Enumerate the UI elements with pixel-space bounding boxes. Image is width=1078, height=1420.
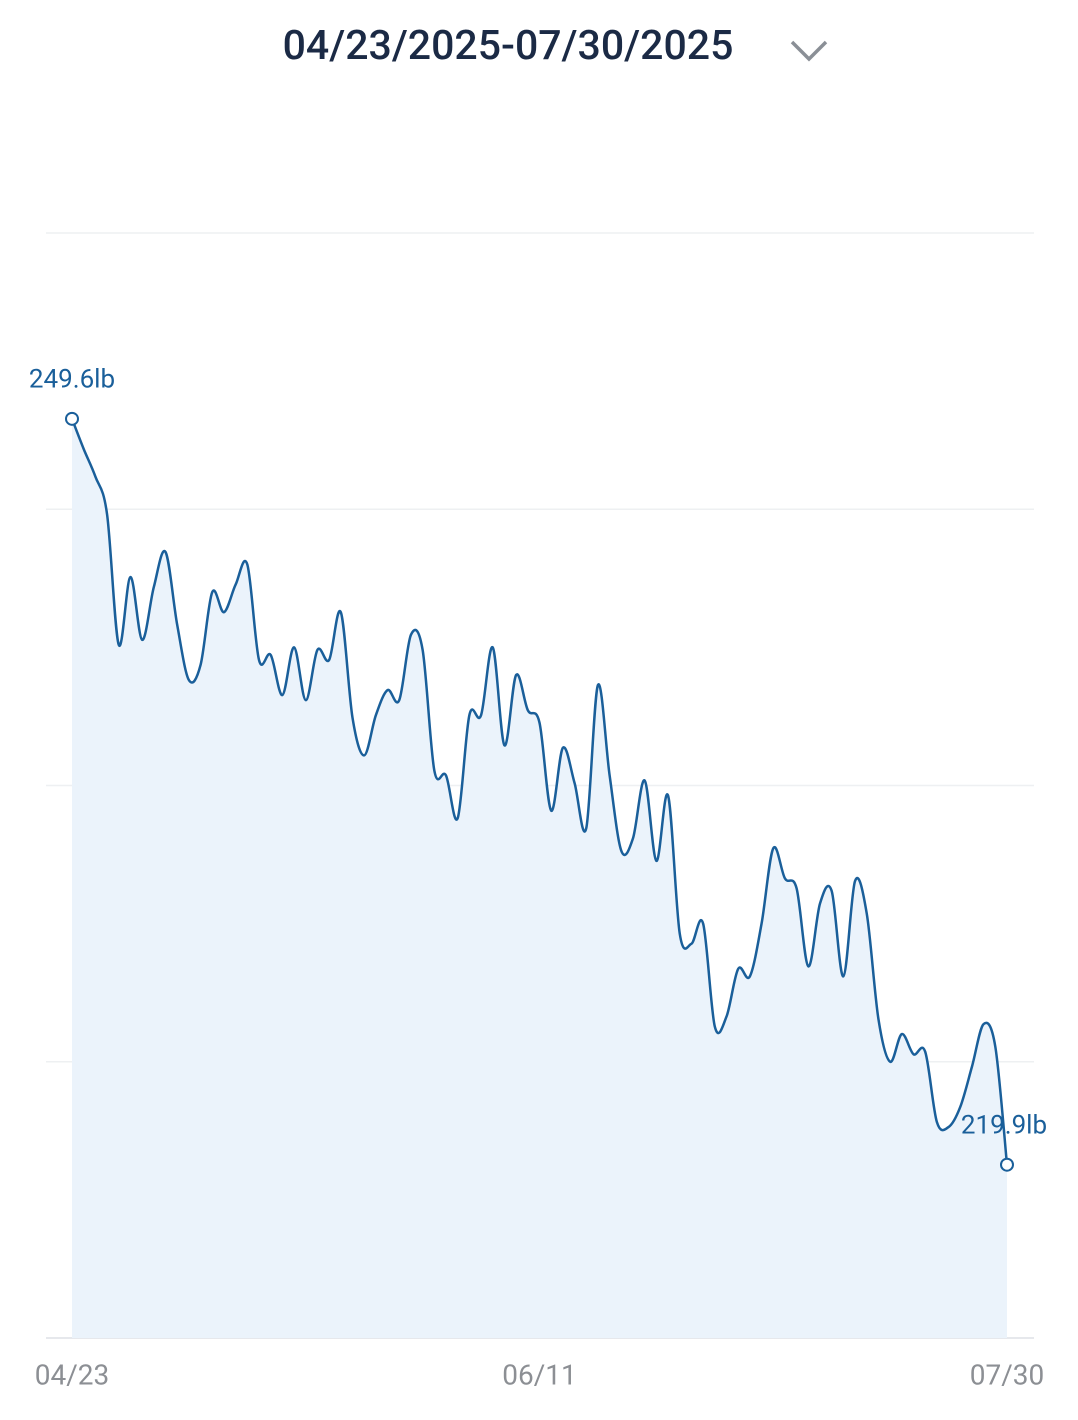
date-range-title[interactable]: 04/23/2025-07/30/2025 xyxy=(283,22,734,70)
x-tick-label: 04/23 xyxy=(35,1358,110,1391)
point-marker xyxy=(65,411,79,426)
value-label: 219.9lb xyxy=(961,1111,1047,1141)
x-tick-label: 06/11 xyxy=(502,1358,577,1391)
x-tick-label: 07/30 xyxy=(970,1358,1045,1391)
value-label: 249.6lb xyxy=(29,365,115,395)
line xyxy=(70,418,1009,1165)
dropdown-chevron[interactable] xyxy=(790,40,828,62)
point-marker xyxy=(1000,1157,1014,1172)
area xyxy=(72,418,1007,1338)
